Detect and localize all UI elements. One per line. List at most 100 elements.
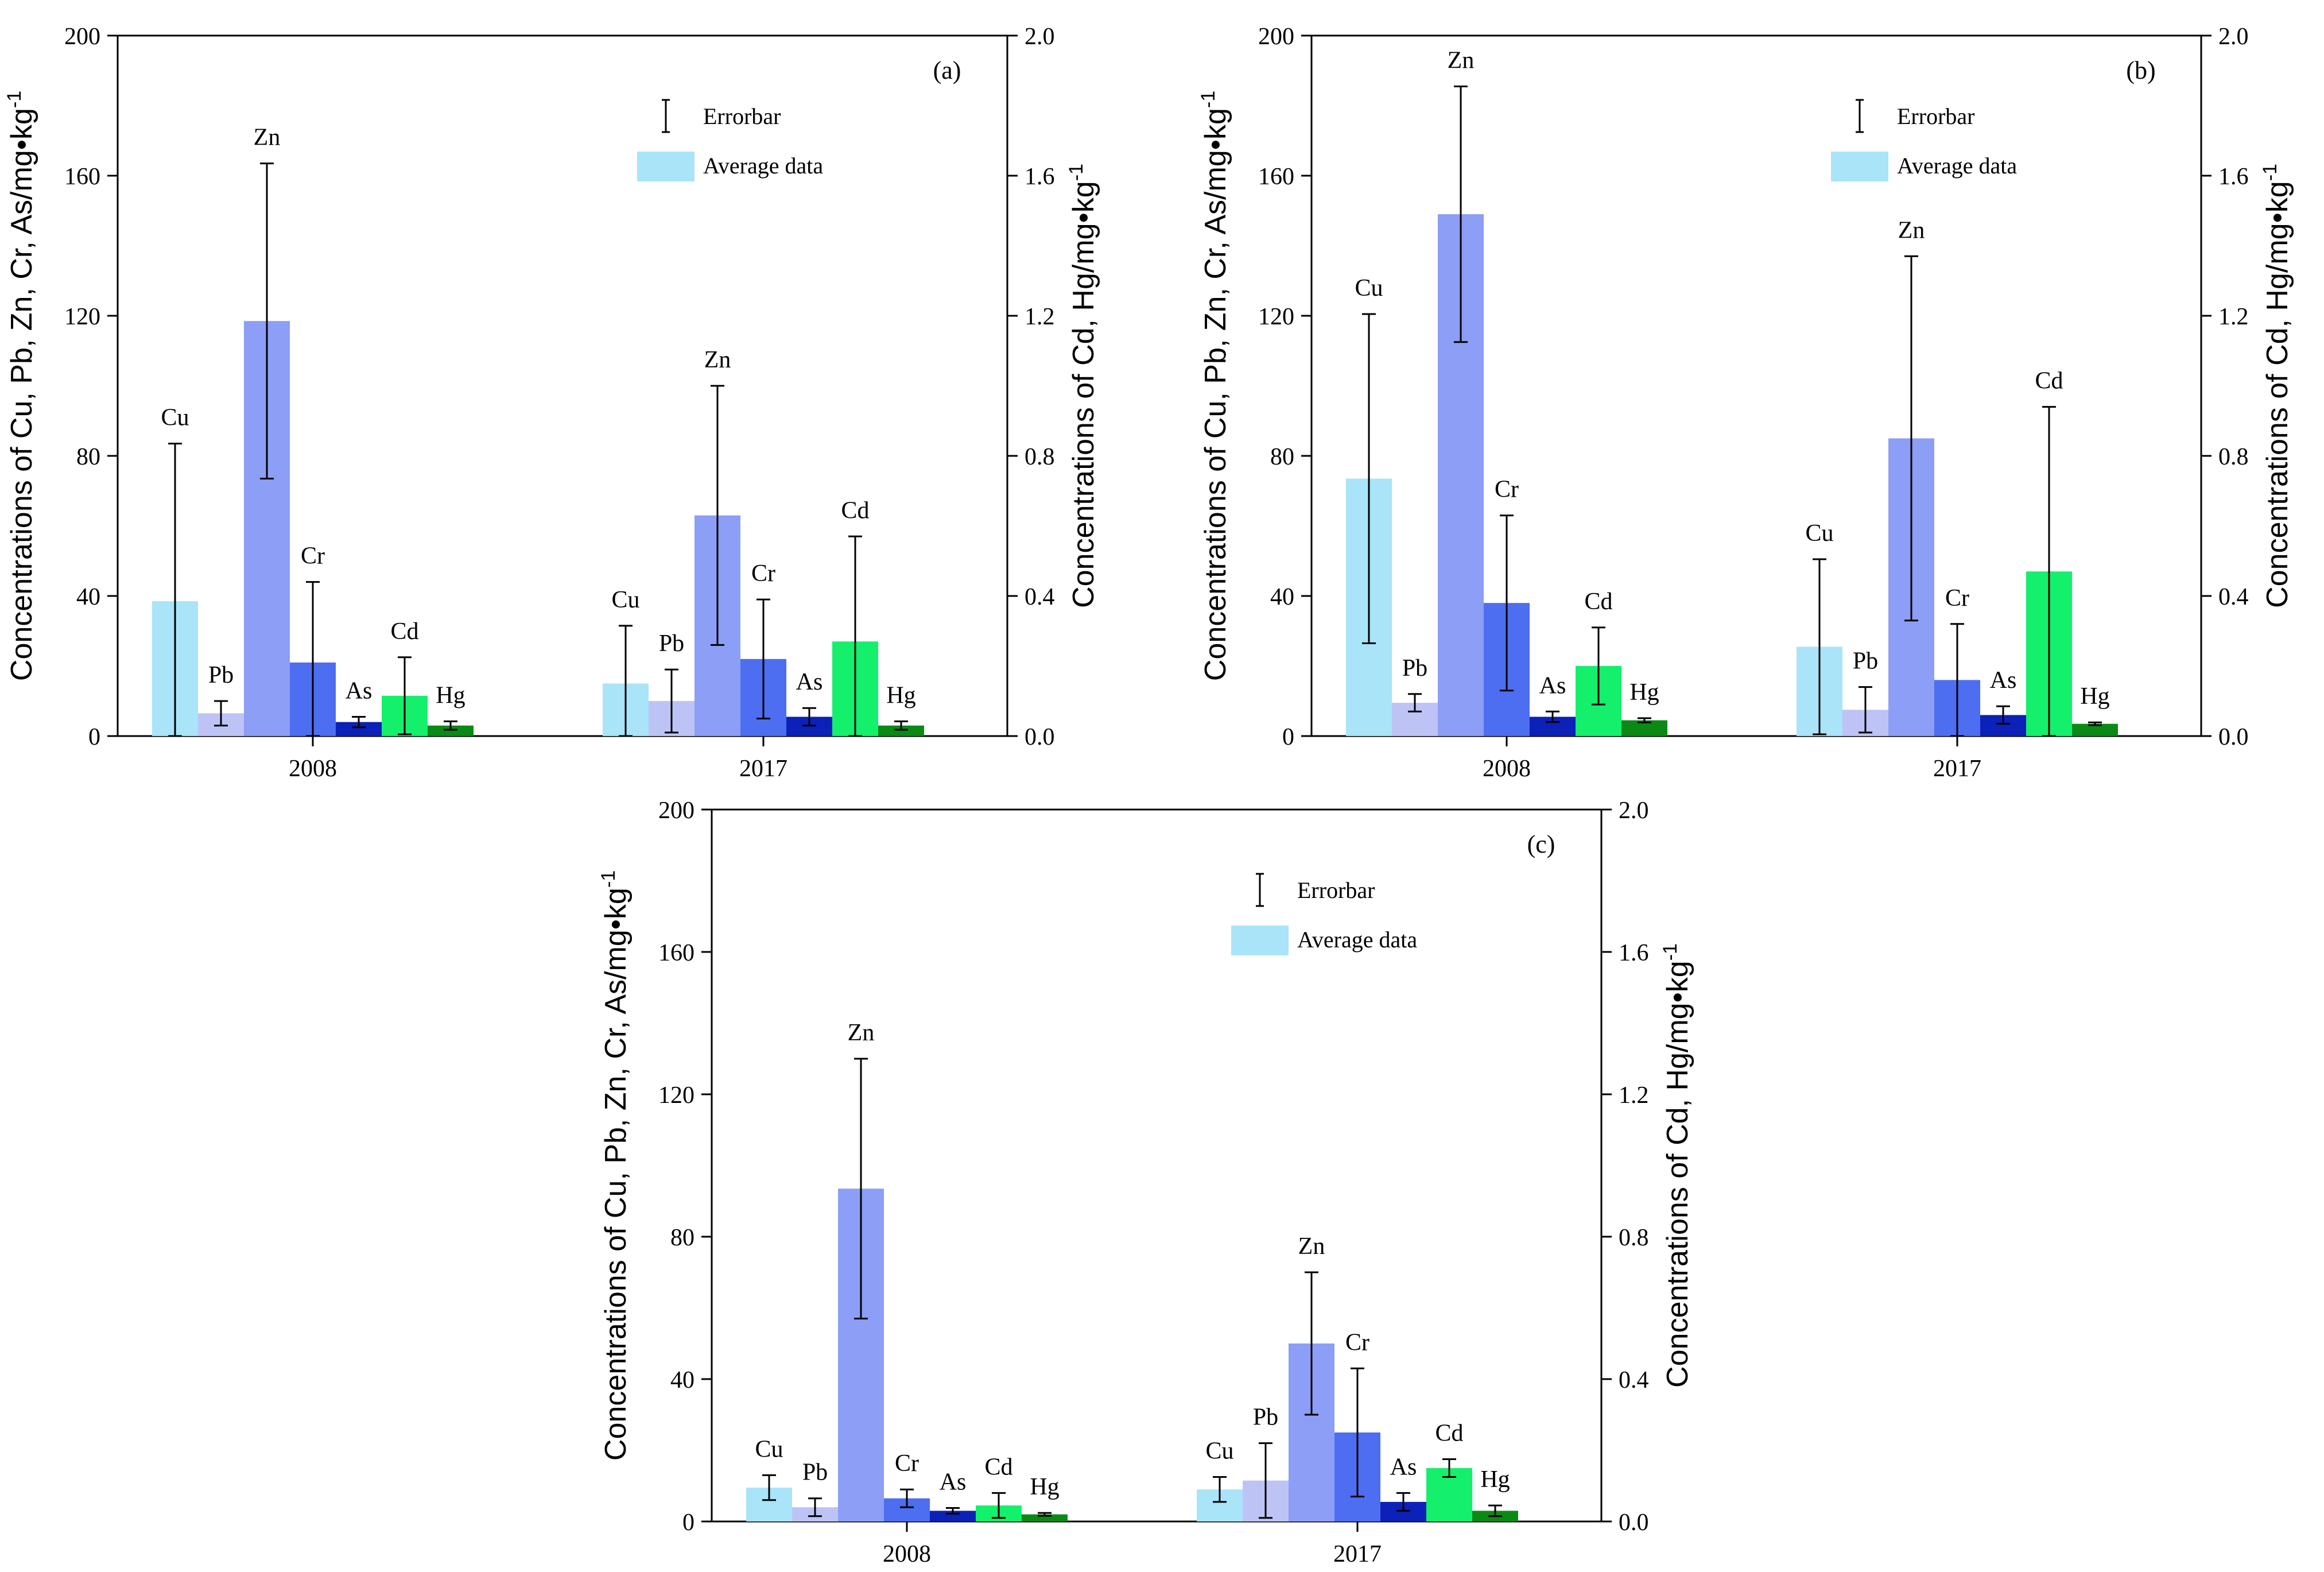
right-axis-title: Concentrations of Cd, Hg/mg•kg-1: [2259, 164, 2294, 608]
bar-hg-2008: [428, 725, 474, 736]
bar-label: As: [346, 677, 373, 704]
bar-label: Pb: [1253, 1404, 1278, 1431]
right-tick-label: 1.6: [2218, 164, 2249, 190]
x-tick-label: 2017: [1333, 1541, 1382, 1567]
bar-label: Pb: [802, 1459, 828, 1486]
bar-label: Cr: [1495, 477, 1519, 503]
right-tick-label: 0.8: [1619, 1225, 1649, 1251]
bar-label: As: [1390, 1454, 1417, 1480]
bar-label: Hg: [886, 682, 915, 708]
legend-average-swatch: [637, 152, 695, 181]
bar-label: As: [796, 669, 823, 695]
chart-panel-c: 0 40 80 120 160 200 0.0 0.4 0.8 1.2 1.6 2.0 2008 2017…: [598, 797, 1694, 1567]
bar-label: Cr: [1345, 1329, 1369, 1356]
left-tick-label: 160: [658, 940, 695, 966]
left-tick-label: 0: [1282, 724, 1294, 750]
legend-average-swatch: [1231, 926, 1289, 955]
x-tick-label: 2017: [1933, 756, 1981, 782]
bar-label: Pb: [1853, 648, 1878, 675]
bar-label: Cu: [1355, 275, 1383, 301]
left-tick-label: 40: [1270, 584, 1294, 610]
bar-label: Hg: [1030, 1474, 1059, 1500]
bar-hg-2017: [878, 725, 924, 736]
left-tick-label: 200: [1258, 24, 1294, 50]
right-tick-label: 2.0: [1619, 797, 1649, 824]
legend-errorbar-label: Errorbar: [703, 103, 781, 129]
bar-hg-2017: [2072, 723, 2118, 736]
left-tick-label: 80: [1270, 444, 1294, 470]
plot-frame: [1310, 34, 2202, 737]
bar-label: Cr: [301, 543, 325, 570]
left-tick-label: 0: [682, 1509, 695, 1536]
right-tick-label: 0.4: [2218, 584, 2249, 610]
right-tick-label: 0.0: [1619, 1509, 1649, 1536]
left-tick-label: 200: [658, 797, 695, 824]
bar-label: Cr: [895, 1450, 919, 1477]
right-tick-label: 0.8: [2218, 444, 2249, 470]
chart-panel-b: 0 40 80 120 160 200 0.0 0.4 0.8 1.2 1.6 2.0 2008 2017…: [1197, 24, 2294, 782]
plot-frame: [117, 34, 1008, 737]
left-tick-label: 0: [88, 724, 100, 750]
bar-label: Cr: [1945, 585, 1969, 611]
bar-label: Cd: [1584, 588, 1612, 615]
legend-average-label: Average data: [1297, 927, 1417, 953]
right-tick-label: 1.2: [1025, 304, 1055, 330]
bar-label: Zn: [1898, 217, 1925, 243]
bar-label: Cu: [755, 1436, 783, 1462]
bar-label: Cd: [2035, 368, 2063, 394]
left-tick-label: 200: [64, 24, 100, 50]
right-tick-label: 0.0: [1025, 724, 1055, 750]
bar-label: Cd: [390, 618, 418, 645]
left-tick-label: 120: [658, 1082, 695, 1109]
bar-label: Cd: [984, 1454, 1012, 1480]
bar-label: Zn: [254, 125, 281, 151]
right-tick-label: 0.4: [1619, 1367, 1649, 1393]
legend-average-label: Average data: [703, 153, 823, 179]
bar-label: Hg: [1480, 1466, 1510, 1493]
x-tick-label: 2008: [289, 756, 337, 782]
right-tick-label: 1.6: [1025, 164, 1055, 190]
x-tick-label: 2008: [883, 1541, 931, 1567]
legend-errorbar-label: Errorbar: [1297, 877, 1375, 903]
bar-as-2008: [930, 1511, 976, 1521]
legend-errorbar-label: Errorbar: [1897, 103, 1974, 129]
left-tick-label: 160: [1258, 164, 1294, 190]
bar-label: As: [1539, 672, 1566, 699]
left-tick-label: 160: [64, 164, 100, 190]
bar-label: Pb: [659, 630, 684, 657]
bar-label: Cu: [611, 587, 639, 613]
x-tick-label: 2008: [1483, 756, 1531, 782]
legend-average-swatch: [1831, 152, 1888, 181]
left-tick-label: 40: [670, 1367, 695, 1393]
bar-label: Pb: [208, 662, 234, 688]
bar-label: Cu: [1205, 1438, 1233, 1465]
bar-label: Zn: [1298, 1233, 1325, 1260]
bar-label: Cu: [1805, 520, 1833, 547]
bar-label: As: [1990, 667, 2017, 694]
bar-label: Hg: [1629, 679, 1659, 706]
right-axis-title: Concentrations of Cd, Hg/mg•kg-1: [1659, 943, 1694, 1388]
right-tick-label: 0.8: [1025, 444, 1055, 470]
bar-label: Hg: [436, 682, 465, 708]
left-tick-label: 80: [670, 1225, 695, 1251]
bar-label: Cd: [1435, 1420, 1463, 1447]
left-axis-title: Concentrations of Cu, Pb, Zn, Cr, As/mg•…: [598, 870, 633, 1461]
bar-label: Cd: [841, 497, 869, 524]
bar-label: Zn: [1448, 47, 1475, 73]
chart-panel-a: 0 40 80 120 160 200 0.0 0.4 0.8 1.2 1.6 2.0 2008 2017…: [3, 24, 1100, 782]
right-tick-label: 2.0: [2218, 24, 2249, 50]
bar-label: Cu: [161, 405, 189, 431]
bar-label: Zn: [704, 347, 731, 373]
right-tick-label: 1.2: [1619, 1082, 1649, 1109]
left-axis-title: Concentrations of Cu, Pb, Zn, Cr, As/mg•…: [1197, 91, 1232, 681]
bar-label: Zn: [848, 1020, 875, 1046]
right-tick-label: 2.0: [1025, 24, 1055, 50]
right-tick-label: 1.6: [1619, 940, 1649, 966]
plot-frame: [711, 808, 1603, 1523]
left-tick-label: 40: [76, 584, 100, 610]
bar-label: As: [940, 1469, 967, 1495]
left-tick-label: 80: [76, 444, 100, 470]
legend-average-label: Average data: [1897, 153, 2017, 179]
left-tick-label: 120: [64, 304, 100, 330]
